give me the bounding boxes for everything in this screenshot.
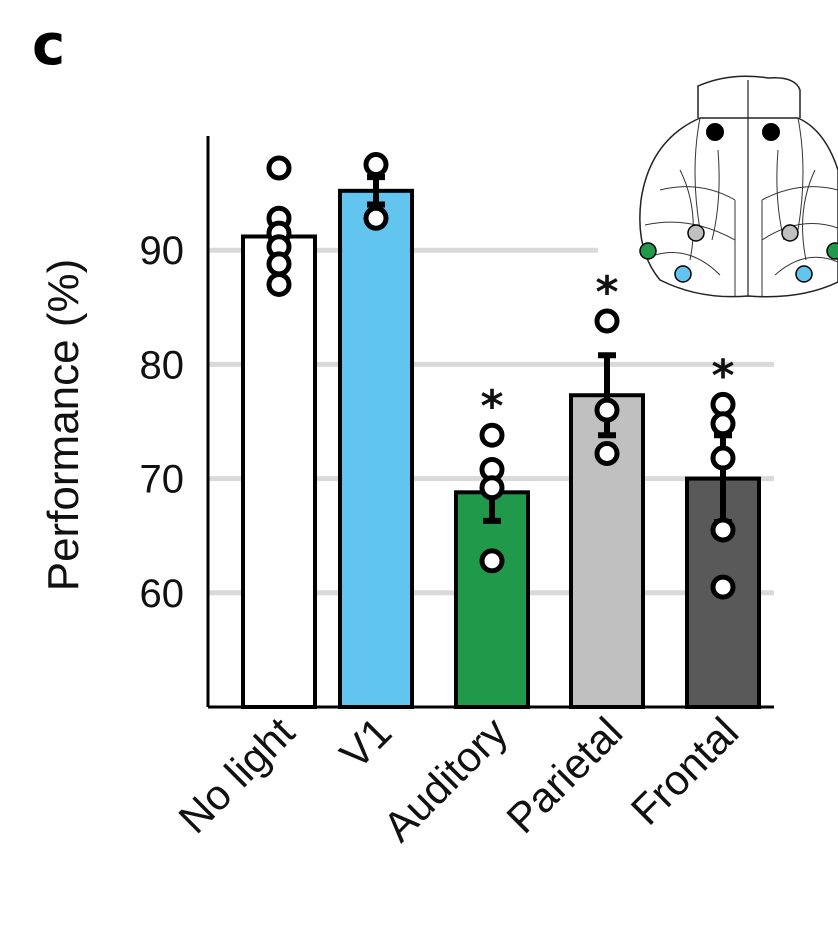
data-points [266,152,736,600]
x-tick-label: Parietal [497,708,631,842]
data-point [710,574,736,600]
auditory-marker-right [826,242,838,260]
data-point [479,422,505,448]
bar [338,188,414,710]
data-point [363,205,389,231]
v1-marker-left [674,265,692,283]
bar [454,490,530,709]
frontal-marker-left [706,123,724,141]
labels: 60 70 80 90 * * * No light V1AuditoryParietalFro… [140,229,748,850]
data-point [594,397,620,423]
x-tick-label: Auditory [374,708,516,850]
x-tick-label: V1 [331,708,401,778]
auditory-marker-left [639,242,657,260]
x-tick-label: Frontal [622,708,748,834]
frontal-marker-right [762,123,780,141]
panel-label: c [32,13,66,78]
data-point [266,155,292,181]
data-point [479,475,505,501]
data-point [266,251,292,277]
v1-marker-right [795,265,813,283]
brain-top-view-icon [639,75,838,298]
significance-star: * [595,267,618,318]
y-tick-label: 60 [140,572,185,616]
axes [206,136,774,709]
significance-star: * [711,350,734,401]
data-point [479,548,505,574]
data-point [594,440,620,466]
bar [241,234,317,709]
data-point [710,411,736,437]
y-tick-label: 90 [140,229,185,273]
parietal-marker-right [781,224,799,242]
significance-star: * [480,381,503,432]
y-tick-label: 70 [140,458,185,502]
data-point [363,152,389,178]
data-point [710,517,736,543]
y-tick-label: 80 [140,343,185,387]
data-point [594,308,620,334]
y-axis-title: Performance (%) [39,259,88,592]
data-point [710,445,736,471]
data-point [266,271,292,297]
x-tick-label: No light [169,708,303,842]
parietal-marker-left [687,224,705,242]
